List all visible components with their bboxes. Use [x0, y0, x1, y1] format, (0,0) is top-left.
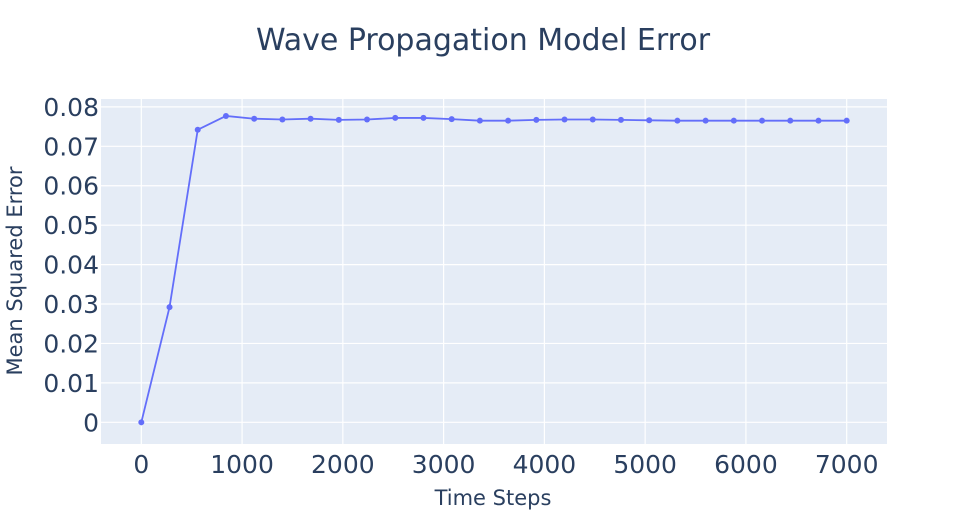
- x-tick-label: 2000: [311, 450, 375, 479]
- y-tick-label: 0.06: [43, 172, 99, 201]
- data-point: [759, 117, 766, 124]
- data-point: [307, 115, 314, 122]
- x-tick-label: 4000: [513, 450, 577, 479]
- x-tick-label: 5000: [613, 450, 677, 479]
- x-axis-title: Time Steps: [434, 486, 552, 510]
- data-point: [279, 116, 286, 123]
- data-point: [222, 112, 229, 119]
- data-point: [505, 117, 512, 124]
- data-point: [166, 304, 173, 311]
- data-point: [251, 115, 258, 122]
- data-point: [364, 116, 371, 123]
- y-tick-label: 0.02: [43, 329, 99, 358]
- y-tick-label: 0.07: [43, 132, 99, 161]
- y-axis-title: Mean Squared Error: [3, 166, 27, 375]
- data-point: [448, 116, 455, 123]
- data-point: [815, 117, 822, 124]
- data-point: [420, 114, 427, 121]
- data-point: [561, 116, 568, 123]
- x-tick-label: 0: [133, 450, 149, 479]
- data-point: [787, 117, 794, 124]
- x-tick-label: 3000: [412, 450, 476, 479]
- data-point: [730, 117, 737, 124]
- y-tick-label: 0.01: [43, 369, 99, 398]
- series-line: [140, 115, 847, 423]
- x-tick-label: 6000: [714, 450, 778, 479]
- data-point: [646, 117, 653, 124]
- data-point: [674, 117, 681, 124]
- data-point: [617, 116, 624, 123]
- data-point: [476, 117, 483, 124]
- y-tick-label: 0.04: [43, 251, 99, 280]
- plot-area: [101, 99, 887, 444]
- data-point: [392, 114, 399, 121]
- data-point: [138, 419, 145, 426]
- x-tick-label: 7000: [815, 450, 879, 479]
- data-point: [843, 117, 850, 124]
- x-tick-label: 1000: [210, 450, 274, 479]
- y-tick-label: 0: [83, 408, 99, 437]
- data-point: [194, 126, 201, 133]
- y-tick-label: 0.08: [43, 93, 99, 122]
- data-point: [589, 116, 596, 123]
- data-point: [702, 117, 709, 124]
- data-point: [335, 116, 342, 123]
- y-tick-label: 0.03: [43, 290, 99, 319]
- chart-title: Wave Propagation Model Error: [256, 23, 711, 58]
- data-point: [533, 116, 540, 123]
- y-tick-label: 0.05: [43, 211, 99, 240]
